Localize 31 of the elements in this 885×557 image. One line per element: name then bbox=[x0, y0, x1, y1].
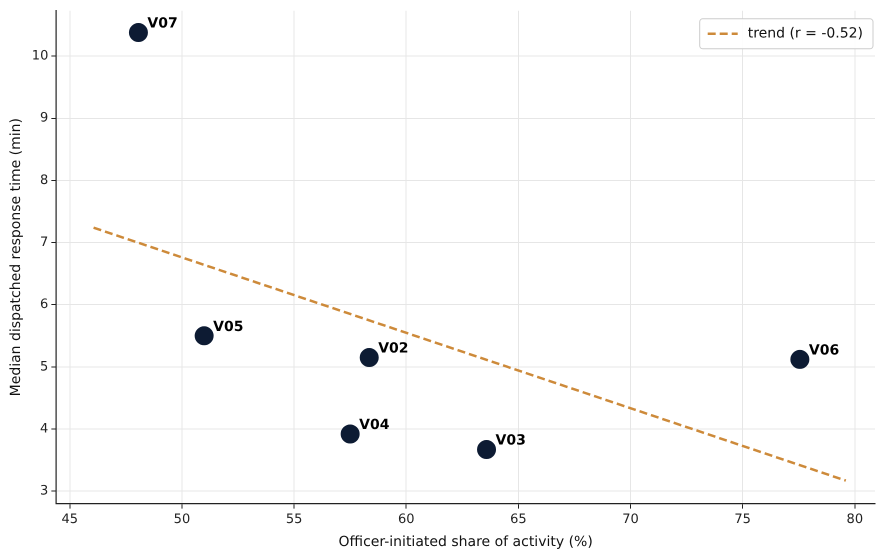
annotation: V03 bbox=[496, 432, 526, 449]
annotation: V02 bbox=[378, 340, 409, 357]
x-tick-label: 75 bbox=[734, 512, 751, 527]
y-tick-label: 9 bbox=[40, 110, 48, 126]
annotation: V05 bbox=[213, 318, 244, 335]
y-tick-label: 8 bbox=[40, 172, 48, 188]
point bbox=[477, 440, 496, 460]
x-tick-label: 45 bbox=[62, 512, 78, 527]
annotation: V04 bbox=[359, 417, 390, 433]
y-tick-label: 3 bbox=[40, 484, 48, 499]
y-tick-label: 6 bbox=[40, 297, 48, 312]
y-tick-label: 4 bbox=[40, 421, 48, 436]
point bbox=[128, 23, 148, 42]
x-tick-label: 70 bbox=[622, 512, 639, 527]
x-tick-label: 60 bbox=[398, 512, 415, 527]
point bbox=[790, 350, 810, 369]
y-tick-label: 10 bbox=[32, 48, 48, 64]
legend-label: trend (r = -0.52) bbox=[748, 25, 863, 42]
x-tick-label: 80 bbox=[846, 512, 864, 527]
point bbox=[194, 326, 214, 346]
x-tick-label: 50 bbox=[174, 512, 190, 527]
x-tick-label: 65 bbox=[510, 512, 527, 527]
annotation: V07 bbox=[147, 16, 178, 32]
x-tick-label: 55 bbox=[286, 512, 302, 527]
y-tick-label: 7 bbox=[40, 234, 48, 250]
point bbox=[360, 348, 379, 368]
x-axis-title: Officer-initiated share of activity (%) bbox=[338, 534, 593, 550]
y-tick-label: 5 bbox=[40, 359, 48, 374]
annotation: V06 bbox=[808, 342, 840, 358]
point bbox=[340, 424, 360, 444]
y-axis-title: Median dispatched response time (min) bbox=[8, 118, 24, 396]
